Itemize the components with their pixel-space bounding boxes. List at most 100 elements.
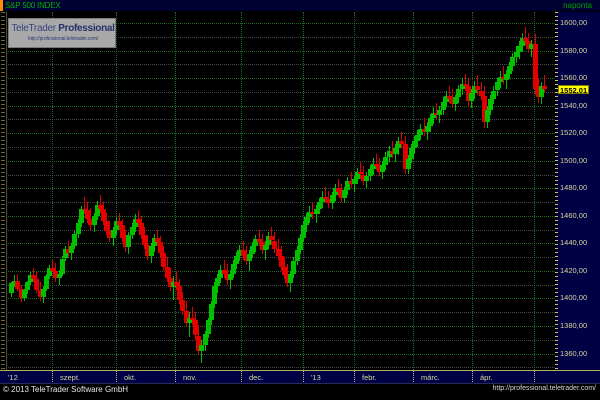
candlestick	[497, 12, 503, 370]
candlestick	[28, 12, 34, 370]
candlestick	[218, 12, 224, 370]
candle-body	[392, 148, 398, 154]
candle-body	[170, 281, 176, 288]
axis-tick	[1, 244, 5, 245]
axis-tick	[1, 232, 5, 233]
gridline-major	[6, 50, 555, 52]
candlestick	[174, 12, 180, 370]
gridline-minor	[6, 312, 555, 314]
price-axis[interactable]: 1600,00 1580,00 1560,00 1540,00 1520,00 1500,…	[555, 12, 600, 370]
candlestick	[224, 12, 230, 370]
candle-wick	[401, 131, 403, 149]
candle-body	[494, 82, 500, 91]
candlestick	[402, 12, 408, 370]
price-axis-tick	[555, 228, 558, 229]
candlestick	[446, 12, 452, 370]
candle-body	[262, 244, 268, 251]
price-axis-tick	[555, 28, 558, 29]
candle-body	[180, 299, 186, 311]
candlestick	[316, 12, 322, 370]
candle-wick	[436, 102, 438, 120]
candlestick	[221, 12, 227, 370]
candle-body	[300, 225, 306, 238]
candle-wick	[328, 191, 330, 208]
candle-body	[297, 237, 303, 251]
candle-body	[123, 237, 129, 248]
candle-body	[405, 159, 411, 169]
candlestick	[164, 12, 170, 370]
gridline-major	[6, 215, 555, 217]
gridline-major	[6, 298, 555, 300]
candle-body	[253, 239, 259, 247]
gridline-major	[6, 133, 555, 135]
candlestick	[59, 12, 65, 370]
candlestick	[332, 12, 338, 370]
candle-body	[278, 255, 284, 267]
candle-body	[174, 281, 180, 286]
title-bar: S&P 500 INDEX naponta	[0, 0, 600, 12]
candle-body	[507, 65, 513, 74]
candlestick	[307, 12, 313, 370]
price-axis-tick	[555, 216, 558, 217]
candle-body	[120, 225, 126, 238]
candlestick	[392, 12, 398, 370]
candlestick	[415, 12, 421, 370]
candle-body	[161, 253, 167, 267]
candle-body	[462, 83, 468, 87]
candle-body	[69, 246, 75, 253]
axis-tick	[1, 36, 5, 37]
axis-tick	[1, 148, 5, 149]
candle-body	[275, 248, 281, 256]
candlestick	[434, 12, 440, 370]
candle-body	[43, 276, 49, 289]
time-axis-separator	[116, 371, 117, 384]
candle-body	[342, 189, 348, 198]
candle-body	[469, 93, 475, 102]
candle-body	[424, 126, 430, 132]
axis-tick	[1, 204, 5, 205]
price-axis-tick	[555, 328, 558, 329]
candlestick	[234, 12, 240, 370]
candlestick	[196, 12, 202, 370]
candle-body	[519, 38, 525, 47]
axis-tick	[1, 72, 5, 73]
candlestick	[319, 12, 325, 370]
axis-tick	[1, 44, 5, 45]
candle-body	[250, 246, 256, 255]
axis-tick	[1, 192, 5, 193]
candle-body	[240, 250, 246, 256]
candle-wick	[544, 75, 546, 94]
candlestick	[313, 12, 319, 370]
candle-body	[208, 303, 214, 321]
price-axis-label: 1380,00	[560, 320, 588, 330]
candle-body	[218, 269, 224, 278]
gridline-major	[6, 78, 555, 80]
price-axis-label: 1420,00	[560, 265, 588, 275]
axis-tick	[1, 188, 5, 189]
chart-plot-area[interactable]	[6, 12, 555, 370]
time-axis-label: szept.	[60, 373, 81, 382]
axis-tick	[1, 300, 5, 301]
axis-tick	[1, 356, 5, 357]
candle-body	[504, 74, 510, 80]
candlestick	[259, 12, 265, 370]
candlestick	[516, 12, 522, 370]
candlestick	[532, 12, 538, 370]
time-axis[interactable]: '12 szept. okt. nov. dec. '13 febr. márc. ápr.	[0, 370, 600, 384]
candle-body	[66, 248, 72, 253]
axis-tick	[1, 184, 5, 185]
price-axis-tick	[555, 356, 558, 357]
candle-body	[126, 235, 132, 248]
candlestick	[304, 12, 310, 370]
price-axis-tick	[555, 200, 558, 201]
candlestick	[123, 12, 129, 370]
candlestick	[380, 12, 386, 370]
candle-body	[418, 129, 424, 135]
candlestick	[24, 12, 30, 370]
candle-body	[24, 281, 30, 291]
candle-body	[542, 86, 548, 90]
candle-body	[354, 171, 360, 179]
candle-body	[456, 89, 462, 98]
gridline-minor	[6, 202, 555, 203]
price-axis-label: 1400,00	[560, 293, 588, 303]
